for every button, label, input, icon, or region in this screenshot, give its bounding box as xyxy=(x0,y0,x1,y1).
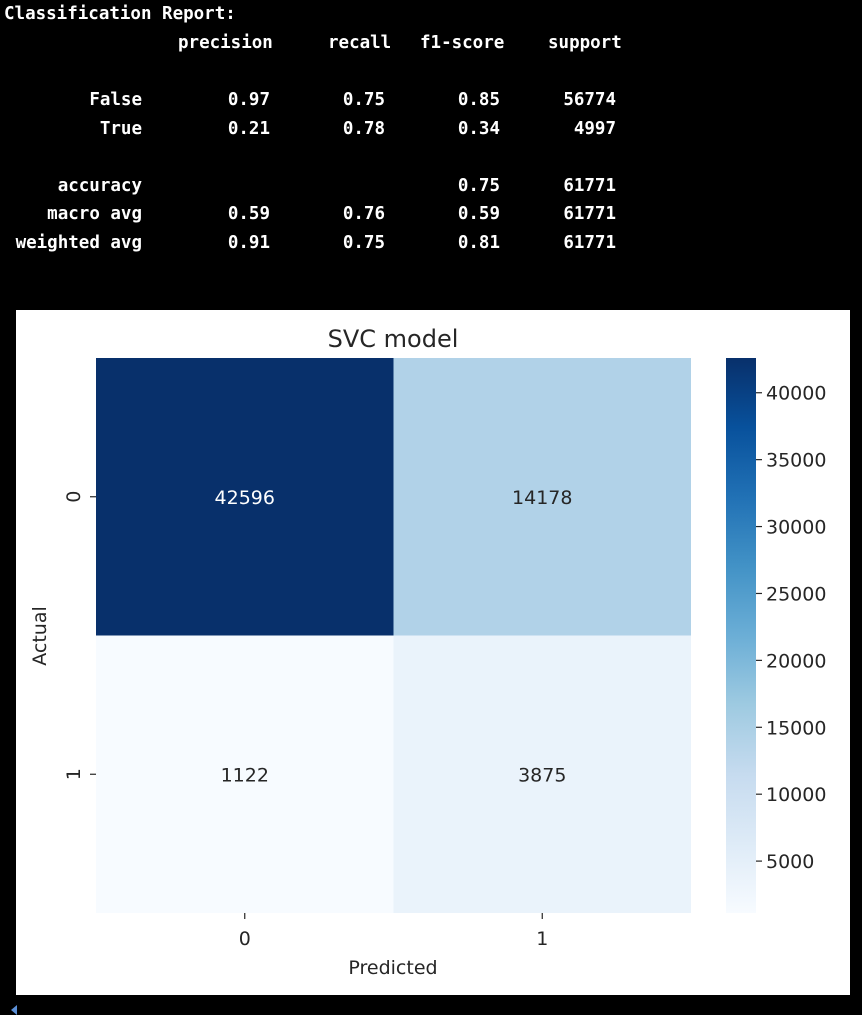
heatmap-cell xyxy=(96,635,394,913)
row-support: 4997 xyxy=(573,119,616,139)
report-row-false: False 0.97 0.75 0.85 56774 xyxy=(0,90,862,114)
row-f1-score: 0.81 xyxy=(457,233,500,253)
colorbar-tick-label: 15000 xyxy=(766,717,826,739)
heatmap-cell xyxy=(393,635,691,913)
x-tick-label: 0 xyxy=(239,928,251,950)
row-f1-score: 0.75 xyxy=(457,176,500,196)
row-label: True xyxy=(99,119,142,139)
row-support: 61771 xyxy=(563,204,616,224)
row-label: False xyxy=(89,90,142,110)
row-f1-score: 0.34 xyxy=(457,119,500,139)
y-tick-label: 0 xyxy=(63,491,85,503)
colorbar-ticks: 5000 10000 15000 20000 25000 30000 35000 40000 xyxy=(756,383,826,873)
heatmap-cell xyxy=(96,358,394,636)
heatmap-cell xyxy=(393,358,691,636)
row-label: macro avg xyxy=(47,204,142,224)
header-f1-score: f1-score xyxy=(420,33,505,53)
colorbar-tick-label: 30000 xyxy=(766,517,826,539)
row-f1-score: 0.59 xyxy=(457,204,500,224)
colorbar-tick-label: 20000 xyxy=(766,650,826,672)
report-row-true: True 0.21 0.78 0.34 4997 xyxy=(0,119,862,143)
row-recall: 0.75 xyxy=(342,90,385,110)
row-precision: 0.21 xyxy=(227,119,270,139)
cell-value-label: 1122 xyxy=(221,764,269,786)
y-axis-label: Actual xyxy=(29,606,51,666)
header-recall: recall xyxy=(328,33,392,53)
row-label: accuracy xyxy=(57,176,142,196)
row-precision: 0.59 xyxy=(227,204,270,224)
cell-value-label: 14178 xyxy=(512,487,572,509)
colorbar-tick-label: 40000 xyxy=(766,383,826,405)
report-row-accuracy: accuracy 0.75 61771 xyxy=(0,176,862,200)
header-support: support xyxy=(548,33,622,53)
cell-value-label: 42596 xyxy=(215,487,275,509)
row-recall: 0.78 xyxy=(342,119,385,139)
report-row-weighted-avg: weighted avg 0.91 0.75 0.81 61771 xyxy=(0,233,862,257)
row-precision: 0.97 xyxy=(227,90,270,110)
classification-report: Classification Report: precision recall … xyxy=(0,0,862,290)
x-axis-label: Predicted xyxy=(348,957,437,979)
chart-title: SVC model xyxy=(328,325,459,353)
x-tick-label: 1 xyxy=(536,928,548,950)
colorbar xyxy=(726,358,756,913)
report-row-macro-avg: macro avg 0.59 0.76 0.59 61771 xyxy=(0,204,862,228)
row-recall: 0.76 xyxy=(342,204,385,224)
header-precision: precision xyxy=(178,33,273,53)
row-precision: 0.91 xyxy=(227,233,270,253)
colorbar-tick-label: 5000 xyxy=(766,851,814,873)
cell-value-label: 3875 xyxy=(518,764,566,786)
heatmap-cells: 42596 14178 1122 3875 xyxy=(96,358,691,913)
colorbar-tick-label: 25000 xyxy=(766,583,826,605)
colorbar-tick-label: 10000 xyxy=(766,784,826,806)
scroll-left-arrow-icon[interactable] xyxy=(11,1005,17,1015)
row-label: weighted avg xyxy=(15,233,142,253)
row-support: 61771 xyxy=(563,176,616,196)
row-support: 61771 xyxy=(563,233,616,253)
row-support: 56774 xyxy=(563,90,616,110)
report-header-row: precision recall f1-score support xyxy=(0,33,862,57)
y-tick-label: 1 xyxy=(63,768,85,780)
colorbar-tick-label: 35000 xyxy=(766,450,826,472)
row-f1-score: 0.85 xyxy=(457,90,500,110)
y-axis-ticks: 01 xyxy=(63,491,96,780)
report-title: Classification Report: xyxy=(4,4,236,24)
row-recall: 0.75 xyxy=(342,233,385,253)
